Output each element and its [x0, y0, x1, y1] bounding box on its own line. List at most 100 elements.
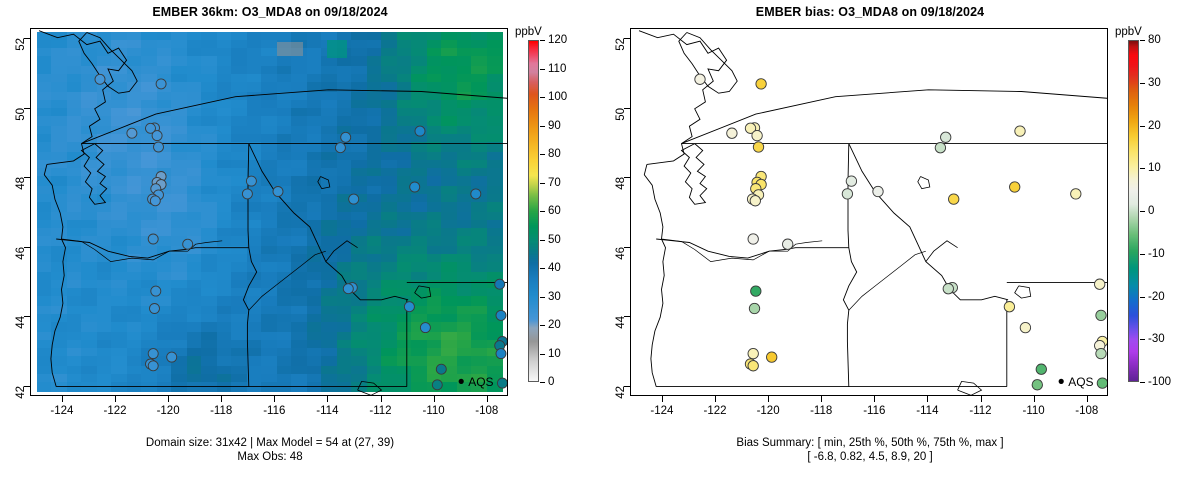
map-boundary-line	[643, 164, 666, 387]
x-axis-tick-label: -110	[422, 405, 445, 417]
x-axis-tick-label: -122	[103, 405, 127, 417]
x-axis-tick	[433, 396, 435, 402]
observation-marker	[147, 233, 159, 245]
colorbar-tick-label: 60	[548, 205, 561, 217]
x-axis-tick	[115, 396, 116, 402]
map-boundary-line	[78, 32, 138, 94]
y-axis-tick-label: 52	[15, 38, 27, 52]
map-boundary-line	[325, 240, 358, 262]
colorbar-tick-label: 20	[548, 319, 561, 331]
colorbar-tick	[540, 353, 545, 355]
map-boundary-line	[414, 285, 432, 299]
observation-marker	[340, 131, 352, 143]
x-axis-tick	[661, 396, 663, 402]
observation-marker	[744, 122, 757, 134]
colorbar-tick-label: 50	[548, 233, 561, 246]
observation-marker	[150, 285, 162, 297]
colorbar-tick-label: 110	[548, 62, 567, 75]
observation-marker	[147, 360, 159, 372]
x-axis-tick-label: -112	[969, 405, 992, 417]
observation-marker	[182, 238, 194, 250]
x-axis-tick-label: -112	[369, 405, 392, 417]
x-axis: -124 -122 -120 -118 -116 -114 -112 -110 -108	[30, 396, 508, 430]
x-axis-tick-label: -122	[703, 405, 727, 417]
map-boundary-line	[842, 247, 858, 387]
colorbar-tick-label: 0	[1148, 205, 1155, 217]
colorbar-tick-label: 80	[548, 148, 561, 160]
x-axis-tick	[274, 396, 276, 402]
panel-model: EMBER 36km: O3_MDA8 on 09/18/2024 AQS 42…	[15, 5, 568, 463]
observation-marker	[747, 347, 759, 360]
map-boundary-line	[81, 89, 507, 145]
observation-marker	[1014, 125, 1026, 137]
y-axis-tick-label: 50	[15, 107, 27, 121]
map-boundary-line	[678, 32, 738, 94]
y-axis-tick-label: 44	[615, 316, 627, 329]
x-axis-tick	[168, 396, 170, 402]
observation-marker	[153, 141, 164, 153]
colorbar-tick-label: 30	[548, 290, 561, 303]
colorbar-tick	[540, 296, 545, 298]
map-boundary-line	[248, 250, 326, 311]
observation-marker	[751, 129, 763, 142]
observation-marker	[1096, 377, 1107, 389]
observation-marker	[409, 181, 421, 193]
colorbar-tick	[540, 211, 545, 212]
colorbar-tick-label: -10	[1148, 247, 1165, 260]
observation-marker	[782, 238, 794, 250]
bias-colorbar	[1128, 40, 1139, 382]
observation-marker	[342, 283, 354, 295]
observation-marker	[841, 188, 854, 200]
y-axis-tick-label: 50	[615, 107, 627, 121]
y-axis: 42 44 46 48 50 52	[600, 28, 630, 398]
map-boundary-line	[56, 238, 249, 259]
y-axis-tick	[624, 107, 630, 109]
x-axis-tick-label: -124	[50, 405, 74, 417]
colorbar-tick	[540, 182, 545, 184]
observation-marker	[496, 377, 507, 389]
observation-marker	[470, 188, 482, 200]
y-axis-tick-label: 46	[615, 246, 627, 260]
y-axis-tick-label: 48	[15, 177, 27, 191]
observation-marker	[403, 301, 415, 313]
x-axis-tick-label: -120	[756, 405, 780, 417]
colorbar-tick-label: 20	[1148, 119, 1161, 132]
observation-marker	[1035, 363, 1047, 375]
map-boundary-line	[847, 143, 850, 248]
y-axis-tick	[24, 316, 30, 318]
aqs-legend-dot	[1058, 378, 1064, 384]
observation-marker	[435, 363, 447, 375]
observation-marker	[495, 348, 507, 360]
map-plot-area: AQS	[630, 28, 1108, 396]
observation-marker	[872, 185, 884, 198]
x-axis-tick	[927, 396, 929, 402]
x-axis-tick	[221, 396, 223, 402]
observation-marker	[1009, 181, 1021, 193]
observation-marker	[948, 193, 960, 205]
colorbar-tick	[540, 97, 545, 98]
colorbar-tick	[1140, 82, 1145, 84]
map-boundary-line	[848, 143, 1009, 301]
colorbar-tick-label: -100	[1148, 376, 1172, 388]
colorbar-tick	[1140, 211, 1145, 212]
colorbar-tick-label: 100	[548, 91, 568, 103]
map-boundary-line	[247, 143, 250, 248]
caption-line-1: Domain size: 31x42 | Max Model = 54 at (…	[145, 437, 395, 449]
colorbar-unit-label: ppbV	[1115, 26, 1142, 38]
x-axis-tick-label: -118	[210, 405, 233, 417]
observation-marker	[348, 193, 360, 205]
observation-marker	[1031, 379, 1043, 391]
colorbar-tick	[1140, 253, 1145, 255]
observation-marker	[1094, 278, 1106, 290]
map-boundary-line	[80, 143, 108, 205]
observation-marker	[149, 303, 160, 314]
colorbar-tick	[540, 40, 545, 41]
map-boundary-line	[61, 238, 223, 262]
colorbar-tick	[540, 268, 545, 269]
colorbar-tick-label: 90	[548, 119, 561, 132]
observation-marker	[494, 278, 506, 290]
colorbar-tick-label: 10	[1148, 162, 1161, 175]
observation-marker	[726, 127, 738, 139]
x-axis-tick	[380, 396, 382, 402]
